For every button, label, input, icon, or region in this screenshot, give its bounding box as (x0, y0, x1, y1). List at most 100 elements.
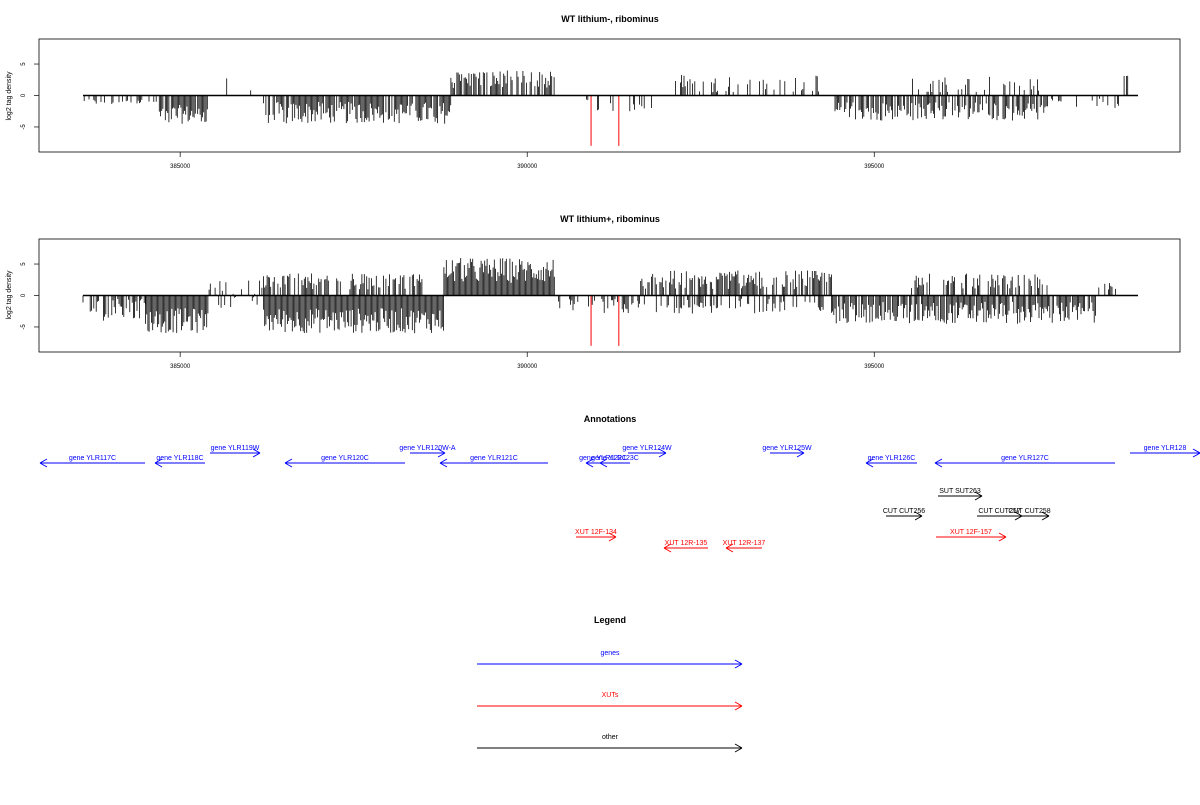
feature-arrow (1010, 511, 1050, 521)
arrow-head (608, 532, 617, 538)
arrow-head (934, 462, 943, 468)
feature-label: XUT 12F-134 (575, 529, 617, 536)
arrow-head (663, 547, 672, 553)
legend-label: XUTs (602, 692, 619, 699)
feature-label: gene YLR123C (591, 455, 639, 462)
feature-label: CUT CUT257 (978, 508, 1020, 515)
feature-label: gene YLR120W-A (399, 445, 455, 452)
arrow-head (1192, 448, 1200, 454)
feature-arrow (154, 458, 205, 468)
feature-label: gene YLR118C (156, 455, 203, 462)
legend-arrow (477, 659, 743, 669)
y-tick-label: 0 (21, 93, 27, 97)
panel-title: WT lithium+, ribominus (560, 214, 660, 224)
arrow-head (608, 536, 617, 542)
feature-arrow (865, 458, 917, 468)
feature-arrow (1130, 448, 1200, 458)
feature-label: gene YLR120C (321, 455, 369, 462)
x-tick-label: 395000 (864, 164, 885, 170)
feature-arrow (628, 448, 667, 458)
arrow-head (284, 458, 293, 464)
arrow-head (974, 495, 983, 501)
arrow-head (39, 458, 48, 464)
feature-label: XUT 12R-137 (723, 540, 766, 547)
arrow-head (437, 452, 446, 458)
x-axis: 385000 390000 395000 (170, 352, 885, 370)
highlight-bars-group (590, 295, 620, 346)
feature-arrow (936, 532, 1007, 542)
arrow-head (252, 452, 261, 458)
feature-label: gene YLR121C (470, 455, 518, 462)
y-tick-label: 5 (21, 262, 27, 266)
x-axis: 385000 390000 395000 (170, 152, 885, 170)
feature-arrow (439, 458, 548, 468)
feature-arrow (886, 511, 923, 521)
annotation-features: gene YLR117C gene YLR118C gene YLR119W gene… (39, 445, 1200, 553)
annotations-title: Annotations (584, 414, 637, 424)
y-axis: -5 0 5 (21, 62, 39, 130)
arrow-head (725, 547, 734, 553)
arrow-head (154, 462, 163, 468)
arrow-head (663, 543, 672, 549)
arrow-head (914, 515, 923, 521)
arrow-head (585, 462, 594, 468)
feature-arrow (599, 458, 630, 468)
bars-group (82, 258, 1116, 334)
feature-label: gene YLR125W (762, 445, 812, 452)
track-panel-lithium-minus: WT lithium-, ribominus log2 tag density … (6, 14, 1181, 170)
arrow-head (1041, 511, 1050, 517)
y-tick-label: -5 (21, 324, 27, 330)
y-axis: -5 0 5 (21, 262, 39, 330)
feature-arrow (770, 448, 805, 458)
arrow-head (1041, 515, 1050, 521)
y-axis-label: log2 tag density (6, 71, 13, 121)
arrow-head (974, 491, 983, 497)
feature-label: gene YLR124W (622, 445, 672, 452)
feature-label: XUT 12F-157 (950, 529, 992, 536)
arrow-head (599, 462, 608, 468)
arrow-head (734, 705, 743, 711)
feature-label: CUT CUT258 (1008, 508, 1050, 515)
arrow-head (865, 462, 874, 468)
arrow-head (585, 458, 594, 464)
arrow-head (734, 747, 743, 753)
arrow-head (734, 659, 743, 665)
arrow-head (914, 511, 923, 517)
feature-arrow (39, 458, 145, 468)
annotations-panel: Annotations gene YLR117C gene YLR118C gene… (39, 414, 1200, 553)
x-tick-label: 385000 (170, 364, 191, 370)
feature-arrow (410, 448, 446, 458)
arrow-head (437, 448, 446, 454)
arrow-head (998, 532, 1007, 538)
legend-title: Legend (594, 615, 626, 625)
legend-arrow (477, 743, 743, 753)
legend-arrow (477, 701, 743, 711)
feature-label: XUT 12R-135 (665, 540, 708, 547)
feature-arrow (938, 491, 983, 501)
arrow-head (725, 543, 734, 549)
x-tick-label: 395000 (864, 364, 885, 370)
feature-arrow (284, 458, 405, 468)
legend: Legend genes XUTs other (477, 615, 743, 753)
arrow-head (934, 458, 943, 464)
arrow-head (439, 462, 448, 468)
feature-label: gene YLR117C (69, 455, 116, 462)
arrow-head (734, 743, 743, 749)
feature-arrow (663, 543, 708, 553)
arrow-head (998, 536, 1007, 542)
feature-label: gene YLR126C (868, 455, 916, 462)
arrow-head (154, 458, 163, 464)
x-tick-label: 390000 (517, 364, 538, 370)
track-panel-lithium-plus: WT lithium+, ribominus log2 tag density … (6, 214, 1181, 370)
panel-title: WT lithium-, ribominus (561, 14, 659, 24)
feature-arrow (725, 543, 762, 553)
x-tick-label: 385000 (170, 164, 191, 170)
arrow-head (796, 452, 805, 458)
feature-label: SUT SUT263 (939, 488, 981, 495)
feature-label: gene YLR127C (1001, 455, 1049, 462)
arrow-head (658, 452, 667, 458)
y-tick-label: 5 (21, 62, 27, 66)
legend-label: other (602, 734, 619, 741)
feature-label: gene YLR128 (1144, 445, 1187, 452)
